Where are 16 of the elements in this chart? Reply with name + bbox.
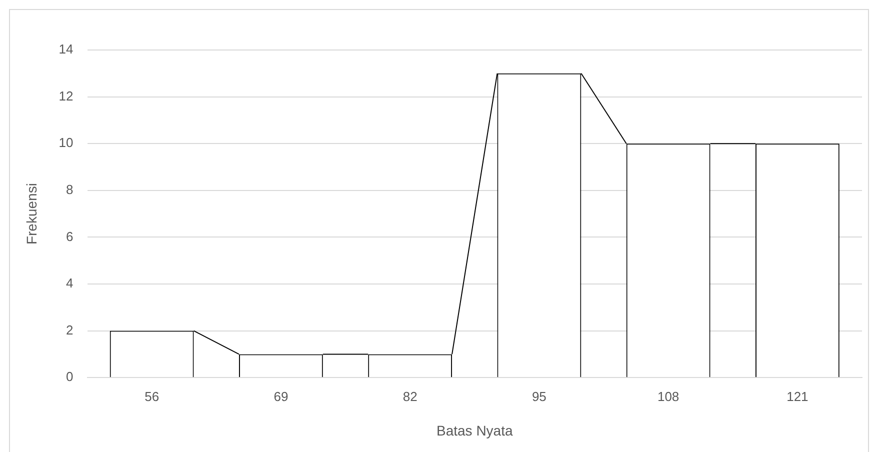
y-axis-title: Frekuensi (23, 183, 40, 245)
y-tick-label: 10 (58, 135, 74, 150)
x-tick-label: 82 (402, 388, 418, 404)
y-tick-label: 8 (66, 182, 74, 197)
x-tick-label: 56 (144, 388, 160, 404)
x-axis-title: Batas Nyata (436, 422, 513, 438)
x-tick-label: 95 (532, 388, 546, 404)
y-tick-label: 6 (66, 228, 74, 244)
y-tick-label: 12 (58, 88, 74, 104)
y-tick-label: 0 (66, 369, 74, 384)
x-tick-label: 108 (657, 388, 680, 404)
y-tick-label: 4 (66, 276, 74, 291)
y-tick-label: 2 (66, 322, 74, 338)
x-tick-label: 121 (786, 388, 808, 404)
x-tick-label: 69 (274, 388, 288, 404)
y-tick-label: 14 (58, 42, 74, 57)
